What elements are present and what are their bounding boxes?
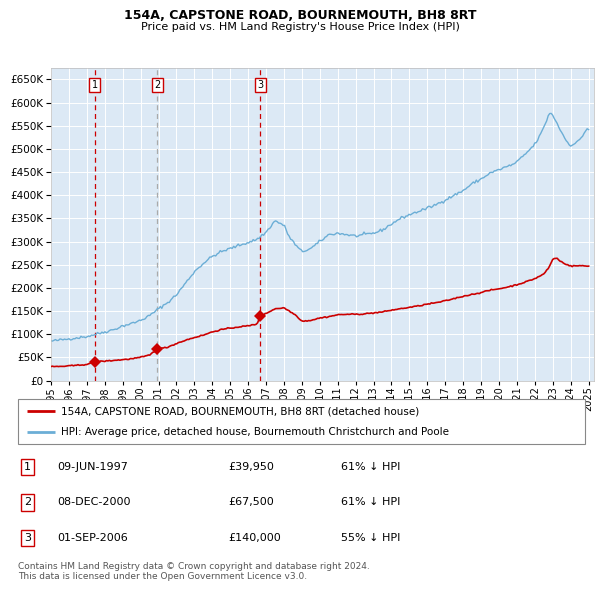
- Text: 154A, CAPSTONE ROAD, BOURNEMOUTH, BH8 8RT: 154A, CAPSTONE ROAD, BOURNEMOUTH, BH8 8R…: [124, 9, 476, 22]
- Text: £67,500: £67,500: [228, 497, 274, 507]
- FancyBboxPatch shape: [18, 399, 585, 444]
- Text: Price paid vs. HM Land Registry's House Price Index (HPI): Price paid vs. HM Land Registry's House …: [140, 22, 460, 32]
- Text: 3: 3: [257, 80, 263, 90]
- Text: 01-SEP-2006: 01-SEP-2006: [58, 533, 128, 543]
- Text: 2: 2: [24, 497, 31, 507]
- Text: 154A, CAPSTONE ROAD, BOURNEMOUTH, BH8 8RT (detached house): 154A, CAPSTONE ROAD, BOURNEMOUTH, BH8 8R…: [61, 407, 419, 417]
- Text: 1: 1: [92, 80, 98, 90]
- Text: 61% ↓ HPI: 61% ↓ HPI: [341, 497, 401, 507]
- Text: 61% ↓ HPI: 61% ↓ HPI: [341, 462, 401, 472]
- Text: 2: 2: [154, 80, 160, 90]
- Text: 1: 1: [24, 462, 31, 472]
- Text: Contains HM Land Registry data © Crown copyright and database right 2024.
This d: Contains HM Land Registry data © Crown c…: [18, 562, 370, 581]
- Text: 3: 3: [24, 533, 31, 543]
- Text: HPI: Average price, detached house, Bournemouth Christchurch and Poole: HPI: Average price, detached house, Bour…: [61, 427, 449, 437]
- Text: £140,000: £140,000: [228, 533, 281, 543]
- Text: 08-DEC-2000: 08-DEC-2000: [58, 497, 131, 507]
- Text: 09-JUN-1997: 09-JUN-1997: [58, 462, 128, 472]
- Text: 55% ↓ HPI: 55% ↓ HPI: [341, 533, 401, 543]
- Text: £39,950: £39,950: [228, 462, 274, 472]
